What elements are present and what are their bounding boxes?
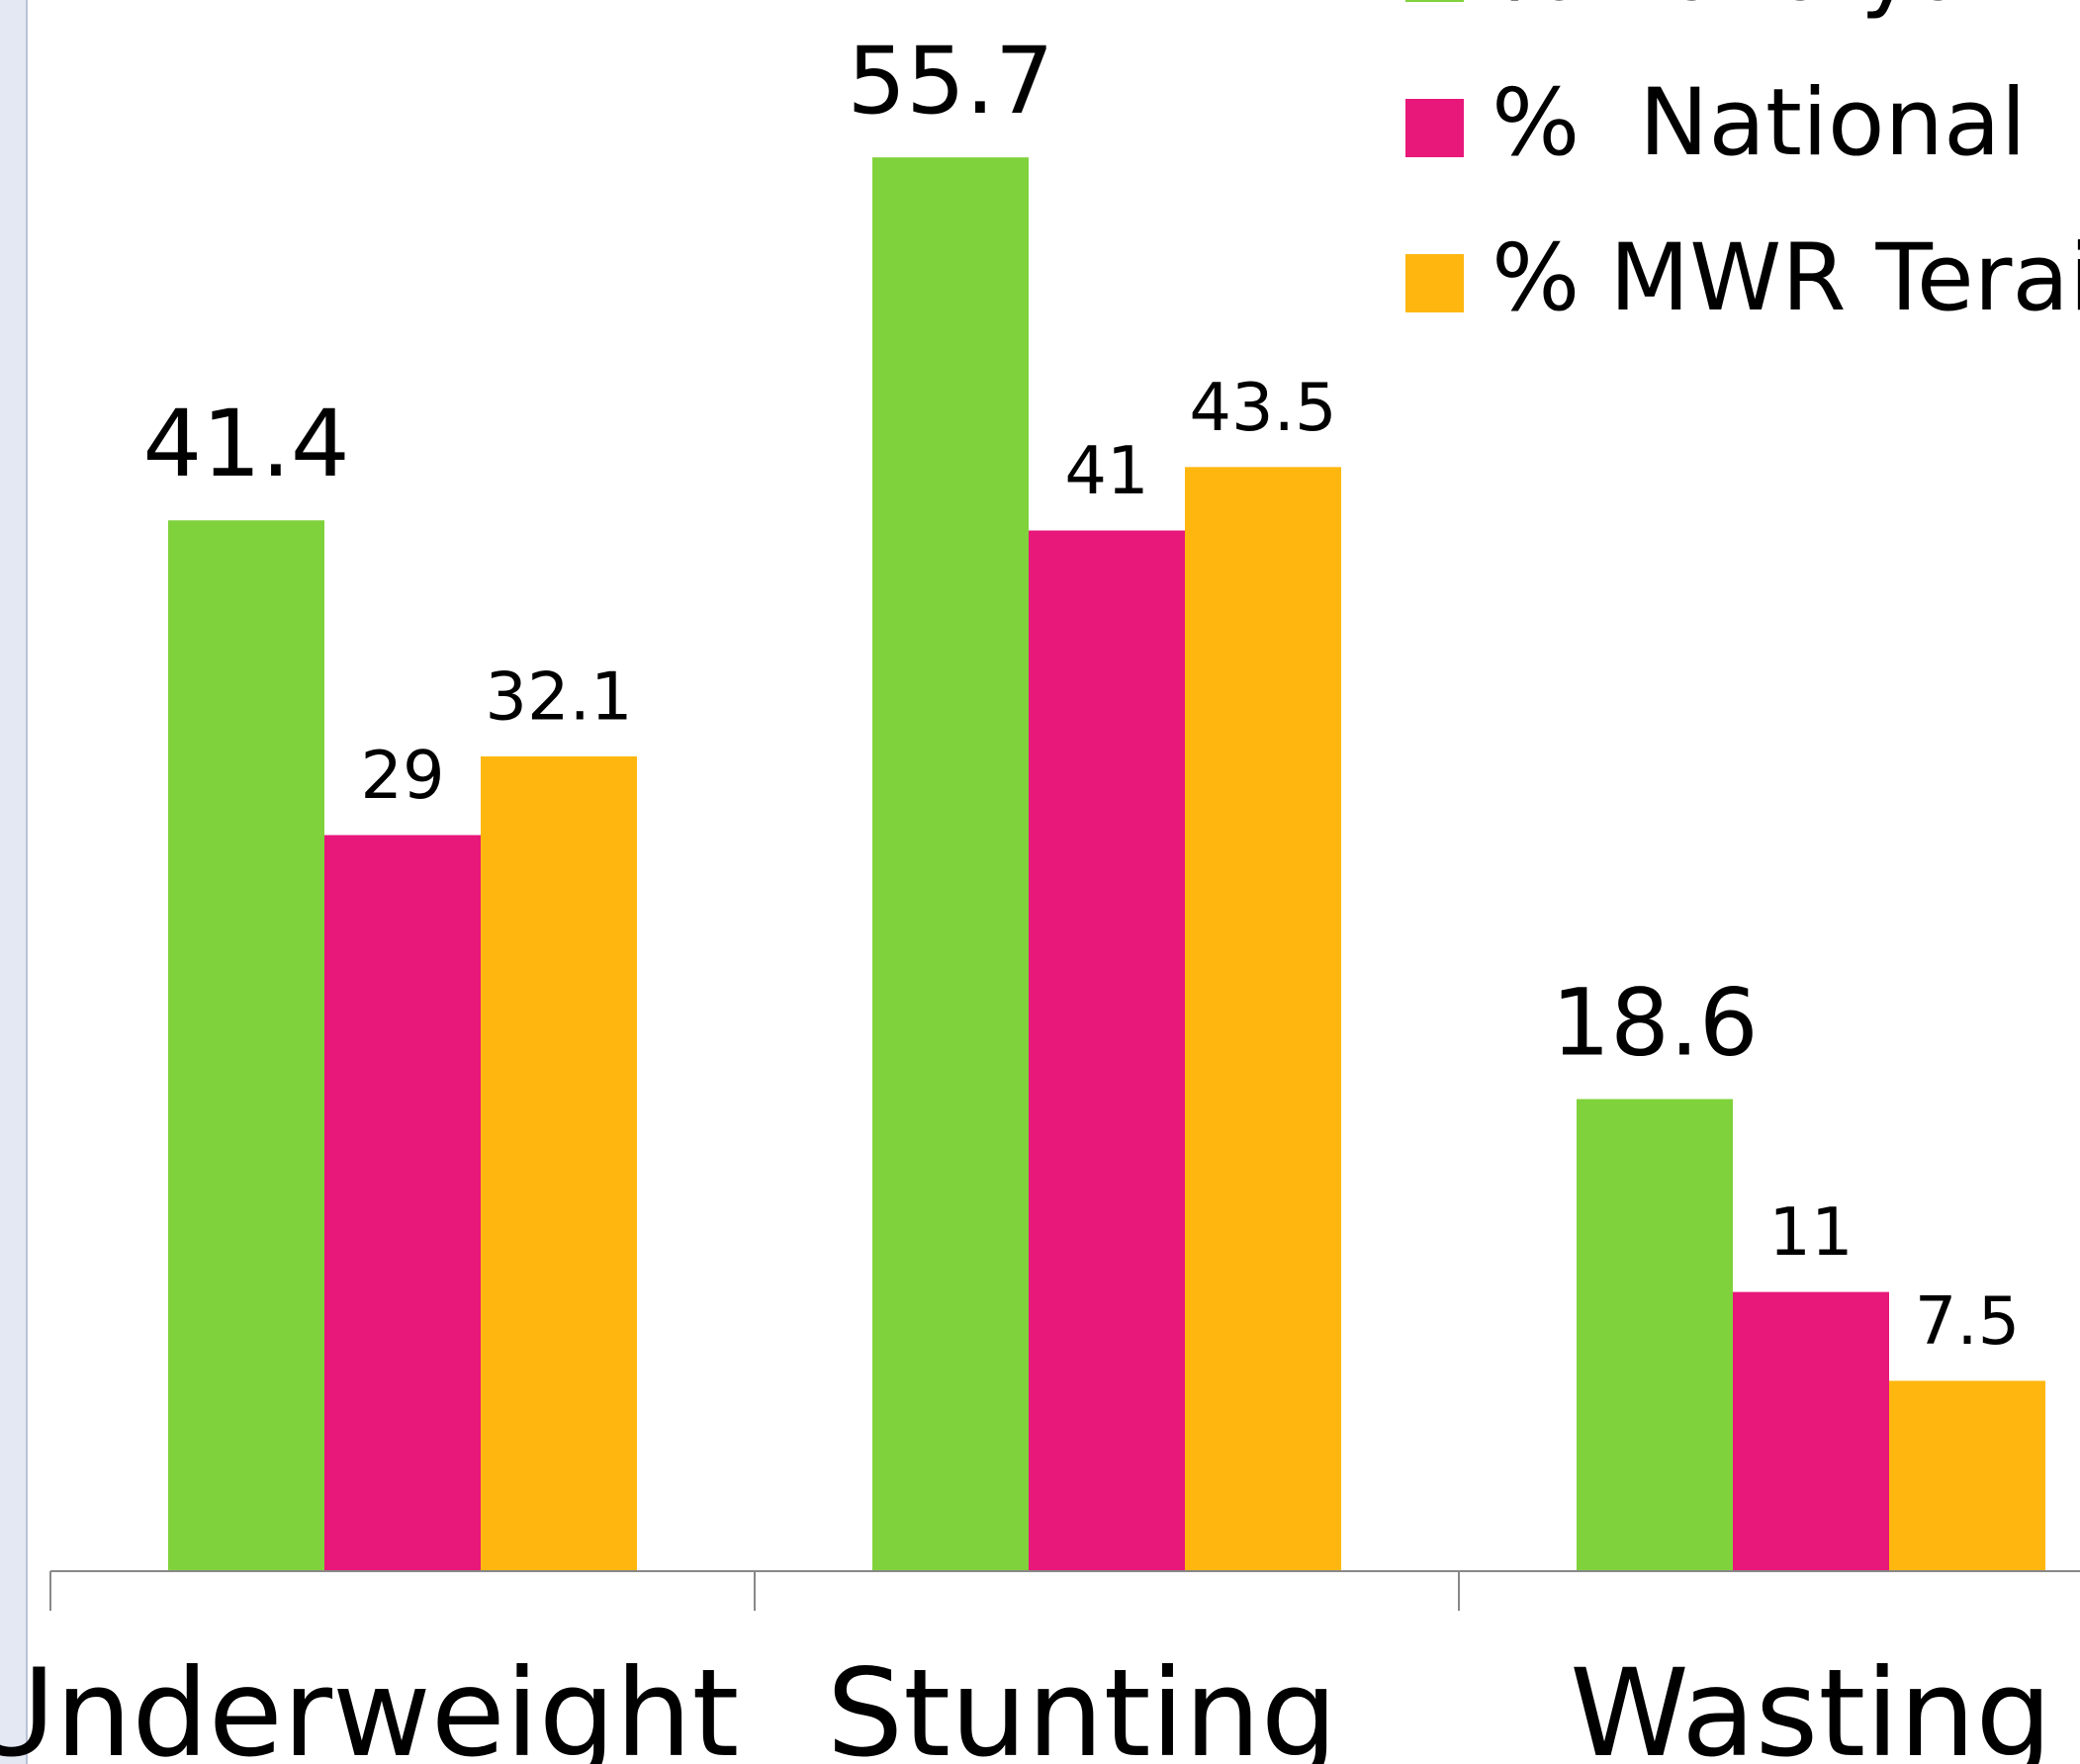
data-label: 11 bbox=[1768, 1193, 1853, 1271]
x-tick-label: Stunting bbox=[827, 1643, 1337, 1764]
data-label: 55.7 bbox=[847, 28, 1053, 135]
bar bbox=[324, 835, 481, 1571]
data-label: 32.1 bbox=[485, 659, 632, 736]
legend-swatch bbox=[1405, 99, 1464, 157]
legend-label: % National bbox=[1492, 69, 2027, 177]
legend-swatch bbox=[1405, 0, 1464, 2]
bar bbox=[168, 520, 324, 1572]
data-label: 43.5 bbox=[1189, 369, 1336, 446]
data-label: 41 bbox=[1064, 432, 1148, 509]
data-label: 18.6 bbox=[1551, 969, 1758, 1077]
bar bbox=[1029, 530, 1185, 1571]
data-label: 29 bbox=[360, 737, 444, 814]
bar bbox=[481, 755, 637, 1571]
bar bbox=[1889, 1380, 2045, 1571]
bar bbox=[1185, 467, 1341, 1571]
x-tick-label: Wasting bbox=[1570, 1643, 2052, 1764]
bar bbox=[1577, 1099, 1733, 1571]
bar bbox=[1733, 1291, 1889, 1571]
x-tick-label: Underweight bbox=[0, 1643, 739, 1764]
legend-swatch bbox=[1405, 254, 1464, 312]
data-label: 41.4 bbox=[142, 391, 349, 498]
legend-label: % Kailalya bbox=[1492, 0, 1972, 22]
data-label: 7.5 bbox=[1915, 1282, 2021, 1360]
bar bbox=[872, 157, 1029, 1571]
side-panel bbox=[0, 0, 27, 1764]
legend-label: % MWR Terai bbox=[1492, 224, 2080, 332]
